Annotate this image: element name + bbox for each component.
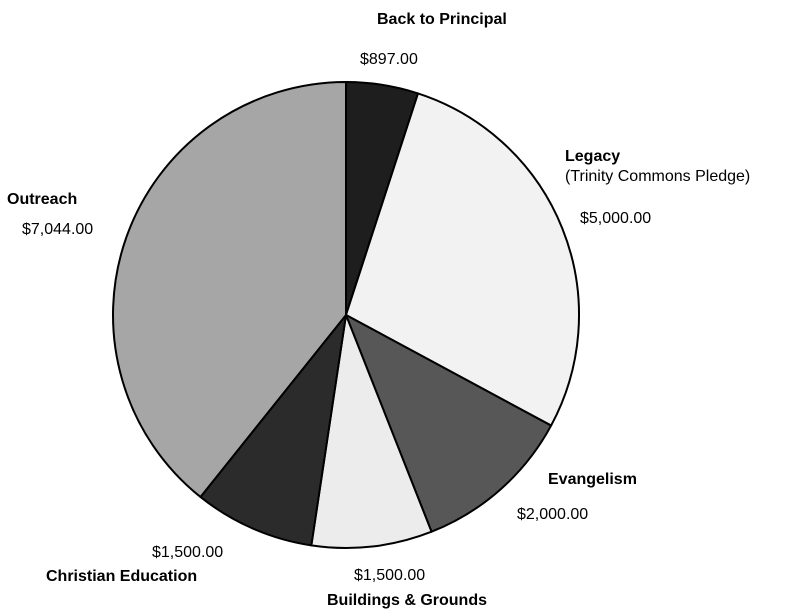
label-buildings-grounds-name: Buildings & Grounds — [327, 592, 487, 609]
label-evangelism-name: Evangelism — [548, 471, 637, 488]
label-evangelism: Evangelism — [548, 470, 637, 490]
label-christian-education-name: Christian Education — [46, 568, 198, 585]
label-legacy-subtitle: (Trinity Commons Pledge) — [565, 168, 751, 185]
label-outreach: Outreach — [7, 190, 77, 210]
value-buildings-grounds: $1,500.00 — [354, 566, 425, 586]
pie-slice-christian-education — [199, 314, 347, 547]
label-buildings-grounds-value: $1,500.00 — [354, 567, 426, 584]
pie-slice-buildings-grounds — [310, 314, 433, 549]
label-back-to-principal-value: $897.00 — [360, 51, 418, 68]
label-buildings-grounds: Buildings & Grounds — [327, 591, 487, 611]
label-back-to-principal: Back to Principal — [377, 10, 507, 30]
label-christian-education: Christian Education — [46, 567, 197, 587]
label-legacy-name: Legacy — [565, 148, 621, 165]
pie-slice-legacy — [345, 92, 580, 427]
value-back-to-principal: $897.00 — [360, 50, 418, 70]
label-christian-education-value: $1,500.00 — [152, 544, 224, 561]
value-christian-education: $1,500.00 — [152, 543, 223, 563]
value-evangelism: $2,000.00 — [517, 505, 588, 525]
pie-slice-evangelism — [345, 314, 553, 533]
value-outreach: $7,044.00 — [22, 220, 93, 240]
label-legacy: Legacy (Trinity Commons Pledge) — [565, 147, 750, 187]
pie-slice-outreach — [112, 81, 347, 498]
label-legacy-value: $5,000.00 — [580, 210, 652, 227]
value-legacy: $5,000.00 — [580, 209, 651, 229]
label-outreach-value: $7,044.00 — [22, 221, 94, 238]
label-outreach-name: Outreach — [7, 191, 78, 208]
label-evangelism-value: $2,000.00 — [517, 506, 589, 523]
label-back-to-principal-name: Back to Principal — [377, 11, 507, 28]
